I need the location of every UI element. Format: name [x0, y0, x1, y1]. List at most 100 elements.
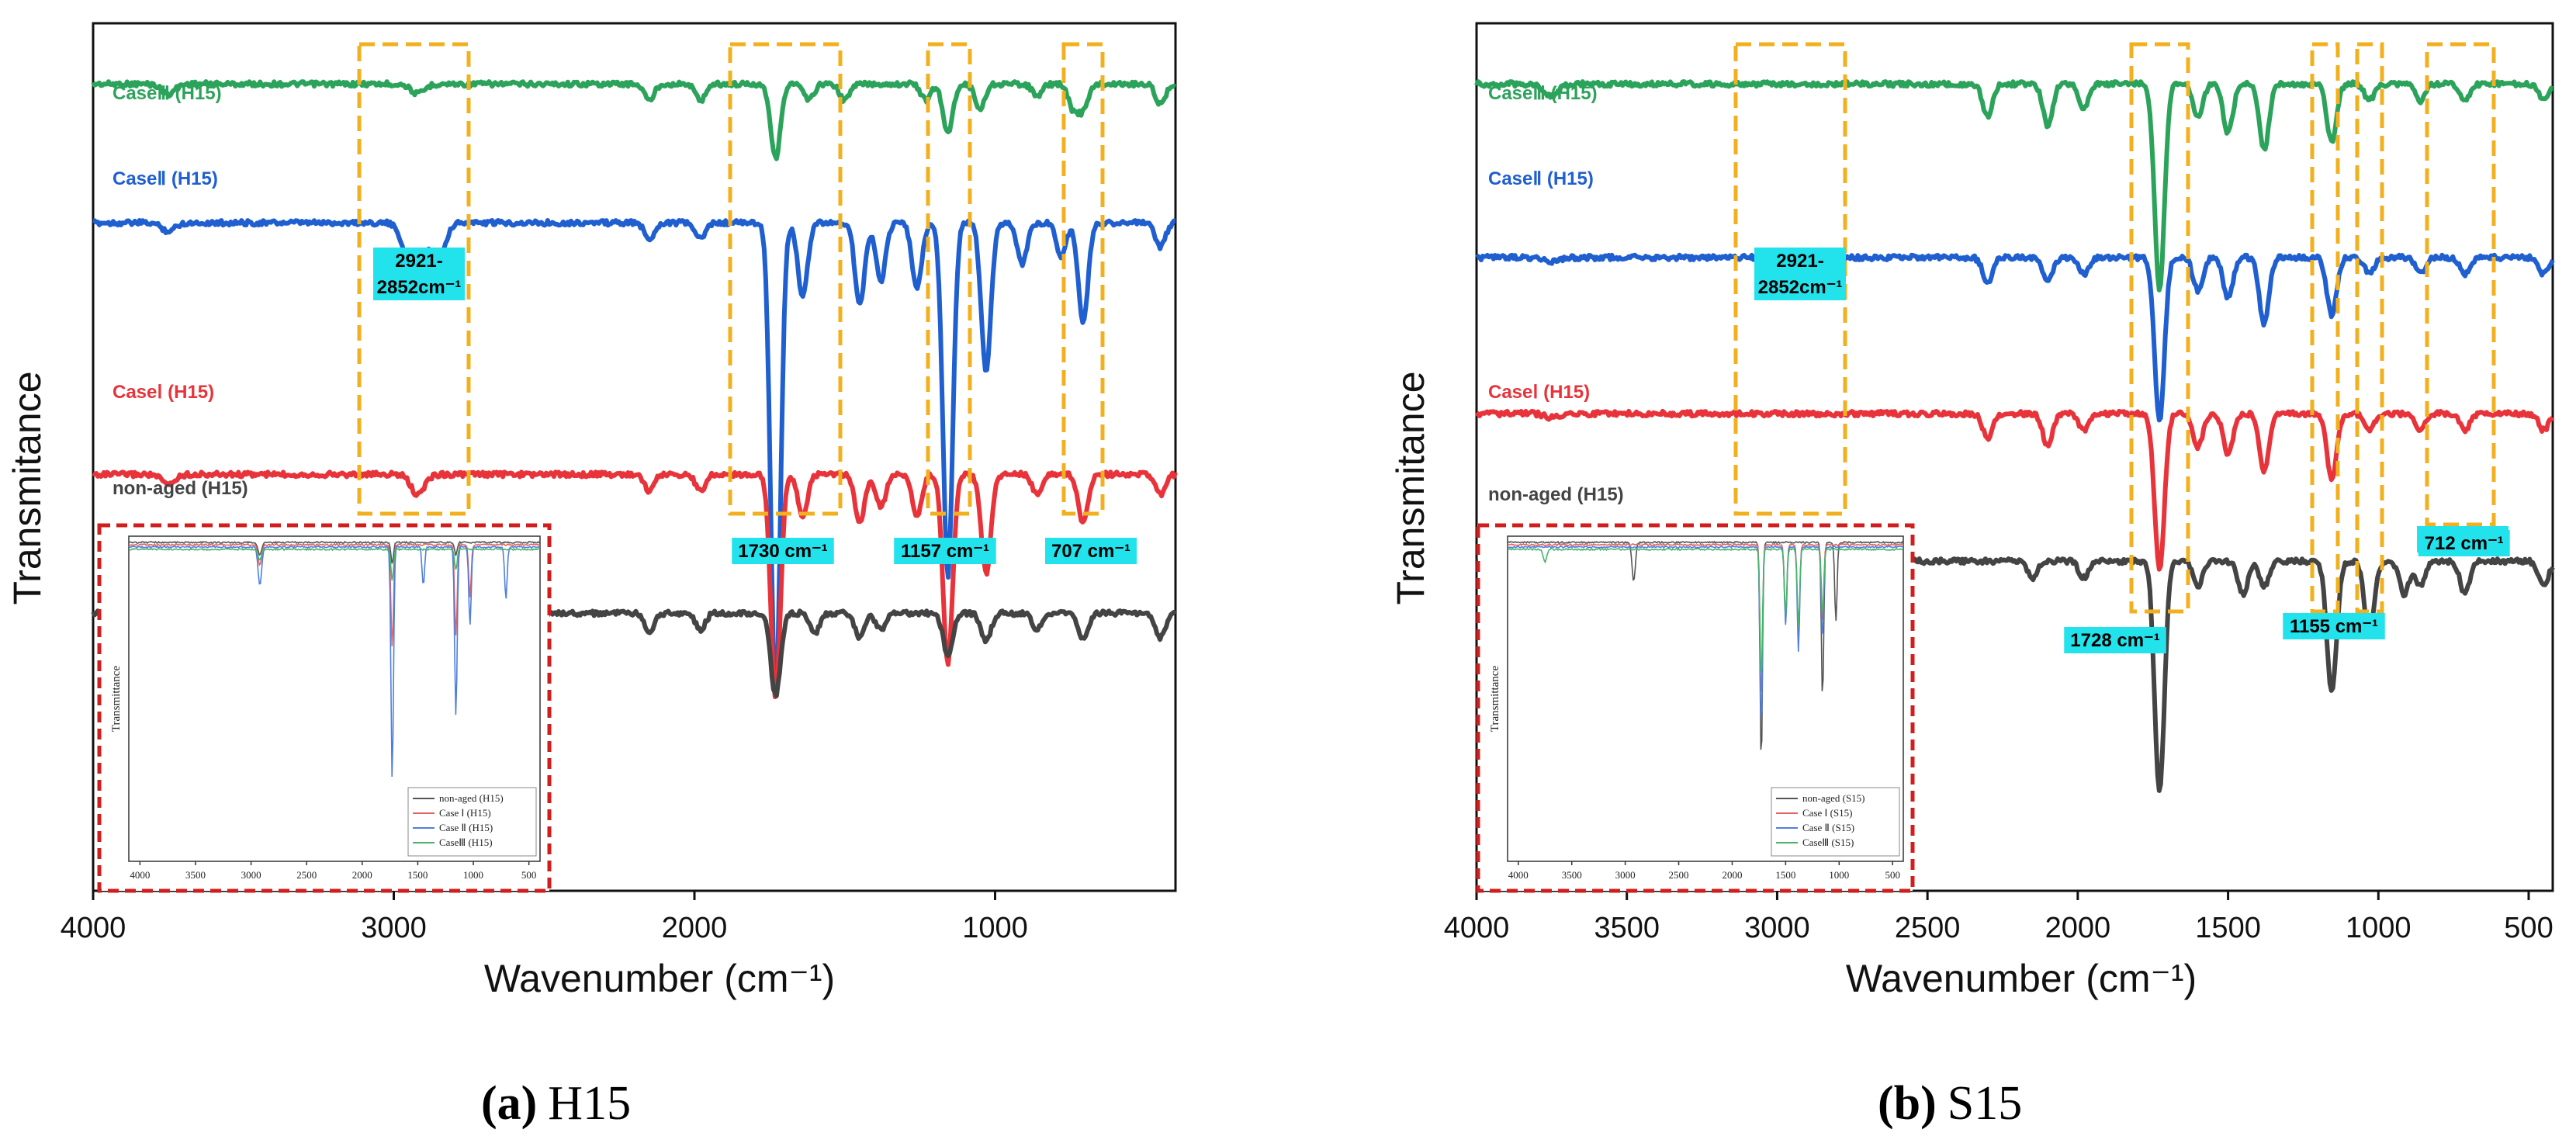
panel-b-xtick-label: 500	[2504, 912, 2553, 944]
panel-b-xtick-label: 3500	[1594, 912, 1660, 944]
panel-b-inset-series-line	[1507, 545, 1904, 718]
panel-b-inset-frame	[1507, 535, 1904, 862]
panel-b-annotation-text: 2921-	[1776, 251, 1823, 272]
panel-a-inset-tick-label: 1500	[407, 869, 428, 881]
panel-a-inset-legend-label: Case Ⅱ (H15)	[439, 822, 493, 833]
panel-a-inset-tick-label: 2000	[352, 869, 372, 881]
panel-a-series-line	[92, 469, 1178, 700]
panel-a-inset-legend-label: CaseⅢ (H15)	[439, 836, 493, 848]
panel-b-ylabel: Transmitance	[1389, 371, 1432, 604]
panel-b-annotation-box	[2425, 42, 2496, 527]
panel-b-inset-legend-label: Case Ⅰ (S15)	[1802, 807, 1853, 819]
panel-b-inset-series-line	[1507, 540, 1904, 750]
panel-a-inset-tick-label: 3000	[241, 869, 261, 881]
panel-a-xtick-label: 4000	[61, 912, 126, 944]
panel-a-inset-tick-label: 3500	[185, 869, 206, 881]
panel-b-annotation-text: 1155 cm⁻¹	[2290, 616, 2378, 637]
panel-b-chart: 4000 3500 3000 2500 2000 1500 1000 500 Wavenumbe…	[1389, 22, 2555, 1000]
panel-b-annotation-text: 712 cm⁻¹	[2425, 533, 2504, 554]
panel-b-inset-series-line	[1507, 542, 1904, 692]
panel-b-xtick-label: 1500	[2195, 912, 2261, 944]
panel-a-ylabel: Transmitance	[5, 371, 49, 604]
panel-a-inset-tick-label: 4000	[130, 869, 150, 881]
panel-b-inset-legend-label: CaseⅢ (S15)	[1802, 836, 1854, 848]
panel-a-annotation-text: 707 cm⁻¹	[1051, 541, 1130, 562]
panel-b-xtick-label: 2000	[2045, 912, 2111, 944]
panel-b-inset-tick-label: 2000	[1722, 869, 1742, 881]
panel-a-chart: 4000 3000 2000 1000 Wavenumber (cm⁻¹) Transmi…	[5, 22, 1178, 1000]
panel-a-inset-series-line	[128, 545, 541, 778]
panel-a-plot-frame	[92, 22, 1177, 892]
panel-b-inset-legend-label: Case Ⅱ (S15)	[1802, 822, 1854, 833]
panel-b-series-label: CaseⅠ (H15)	[1488, 382, 1590, 403]
panel-a-annotation-text: 1730 cm⁻¹	[738, 541, 827, 562]
panel-b-plot-frame	[1475, 22, 2554, 892]
panel-b-xtick-label: 3000	[1744, 912, 1810, 944]
panel-a-xtick-label: 2000	[662, 912, 728, 944]
caption-b-letter: (b)	[1878, 1077, 1937, 1130]
panel-a-annotation-bg	[1045, 538, 1137, 564]
panel-b-inset-tick-label: 1000	[1829, 869, 1849, 881]
panel-b-inset-tick-label: 2500	[1669, 869, 1689, 881]
panel-a-series-line	[92, 218, 1176, 698]
panel-a-inset-tick-label: 1000	[463, 869, 483, 881]
panel-a-annotation-box	[926, 42, 972, 516]
panel-a-annotation-bg	[894, 538, 996, 564]
panel-b-series-line	[1474, 408, 2555, 572]
caption-a-letter: (a)	[481, 1077, 537, 1130]
panel-b-xtick-label: 1000	[2346, 912, 2412, 944]
panel-a-annotation-bg	[373, 248, 465, 300]
panel-a-annotation-text: 1157 cm⁻¹	[901, 541, 989, 562]
panel-b-annotation-box	[2310, 42, 2340, 614]
panel-a-inset-ylabel: Transmittance	[110, 666, 123, 733]
panel-a-series-label: CaseⅢ (H15)	[113, 83, 222, 104]
caption-a-name: H15	[548, 1077, 631, 1130]
panel-b-annotation-bg	[1754, 248, 1846, 300]
panel-a-annotation-box	[1061, 42, 1105, 516]
panel-b-inset-ylabel: Transmittance	[1489, 666, 1501, 733]
panel-a-series-label: non-aged (H15)	[113, 478, 248, 499]
panel-b-series-label: non-aged (H15)	[1488, 484, 1624, 505]
panel-b-inset-tick-label: 3500	[1562, 869, 1582, 881]
panel-b-annotation-box	[2129, 42, 2190, 614]
caption-a: (a) H15	[481, 1077, 631, 1130]
panel-b-inset-legend-label: non-aged (S15)	[1802, 792, 1865, 804]
panel-b-series-line	[1475, 252, 2555, 423]
panel-b-inset-tick-label: 500	[1885, 869, 1900, 881]
panel-a-xtick-label: 3000	[361, 912, 427, 944]
panel-b-xtick-label: 4000	[1444, 912, 1510, 944]
panel-b-annotation-box	[1733, 42, 1847, 516]
panel-a-inset-tick-label: 500	[521, 869, 537, 881]
panel-b-series-label: CaseⅡ (H15)	[1488, 168, 1594, 189]
panel-a-inset-frame	[128, 535, 541, 862]
panel-a-annotation-box	[357, 42, 471, 516]
panel-a-inset-tick-label: 2500	[296, 869, 317, 881]
panel-a-annotation-bg	[732, 538, 834, 564]
panel-a-inset-series-line	[129, 547, 541, 581]
caption-b-name: S15	[1948, 1077, 2022, 1130]
panel-b-inset-tick-label: 4000	[1508, 869, 1529, 881]
panel-a-inset-series-line	[128, 540, 541, 564]
panel-a-inset-legend-label: non-aged (H15)	[439, 792, 504, 804]
panel-a-annotation-box	[728, 42, 843, 516]
panel-b-annotation-box	[2355, 42, 2384, 614]
panel-a-xlabel: Wavenumber (cm⁻¹)	[484, 957, 835, 1000]
panel-b-xlabel: Wavenumber (cm⁻¹)	[1846, 957, 2197, 1000]
panel-b-xtick-label: 2500	[1895, 912, 1961, 944]
panel-a-annotation-text: 2852cm⁻¹	[377, 277, 462, 298]
panel-a-xtick-label: 1000	[962, 912, 1028, 944]
panel-b-series-line	[1474, 79, 2553, 293]
panel-a-series-line	[91, 79, 1176, 161]
panel-b-annotation-text: 1728 cm⁻¹	[2070, 630, 2159, 651]
panel-b-series-label: CaseⅢ (H15)	[1488, 83, 1598, 104]
panel-b-annotation-text: 2852cm⁻¹	[1758, 277, 1843, 298]
panel-b-annotation-bg	[2064, 627, 2166, 653]
panel-b-inset-tick-label: 1500	[1775, 869, 1795, 881]
panel-a-inset-legend-label: Case Ⅰ (H15)	[439, 807, 491, 819]
panel-b-annotation-bg	[2418, 530, 2510, 556]
panel-b-annotation-bg	[2283, 613, 2385, 639]
panel-b-inset-series-line	[1507, 547, 1904, 673]
panel-b-inset-tick-label: 3000	[1615, 869, 1636, 881]
caption-b: (b) S15	[1878, 1077, 2022, 1130]
